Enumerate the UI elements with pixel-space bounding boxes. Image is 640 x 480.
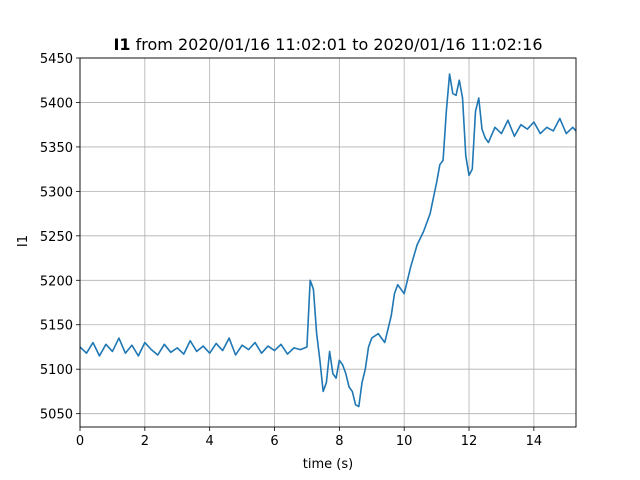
y-tick-label: 5200 (40, 274, 73, 289)
x-tick-label: 6 (270, 434, 278, 449)
x-axis-ticks: 0 2 4 6 8 10 12 14 (76, 427, 542, 449)
y-tick-label: 5100 (40, 363, 73, 378)
y-tick-label: 5300 (40, 185, 73, 200)
y-axis-ticks: 5050 5100 5150 5200 5250 5300 5350 5400 5450 (40, 52, 80, 423)
y-tick-label: 5400 (40, 96, 73, 111)
y-tick-label: 5350 (40, 141, 73, 156)
chart-title-bold: I1 (113, 35, 130, 54)
series-line-I1 (79, 73, 577, 408)
y-tick-label: 5050 (40, 408, 73, 423)
x-axis-label: time (s) (303, 457, 353, 472)
y-tick-label: 5150 (40, 319, 73, 334)
y-axis-label: I1 (16, 235, 31, 247)
x-tick-label: 10 (396, 434, 413, 449)
x-tick-label: 12 (461, 434, 478, 449)
x-tick-label: 4 (206, 434, 214, 449)
x-tick-label: 2 (141, 434, 149, 449)
y-tick-label: 5450 (40, 52, 73, 67)
x-tick-label: 14 (526, 434, 543, 449)
y-tick-label: 5250 (40, 230, 73, 245)
x-tick-label: 8 (335, 434, 343, 449)
chart-title-rest: from 2020/01/16 11:02:01 to 2020/01/16 1… (131, 35, 543, 54)
chart-title: I1 from 2020/01/16 11:02:01 to 2020/01/1… (113, 35, 542, 54)
plot-frame (79, 57, 577, 428)
x-tick-label: 0 (76, 434, 84, 449)
